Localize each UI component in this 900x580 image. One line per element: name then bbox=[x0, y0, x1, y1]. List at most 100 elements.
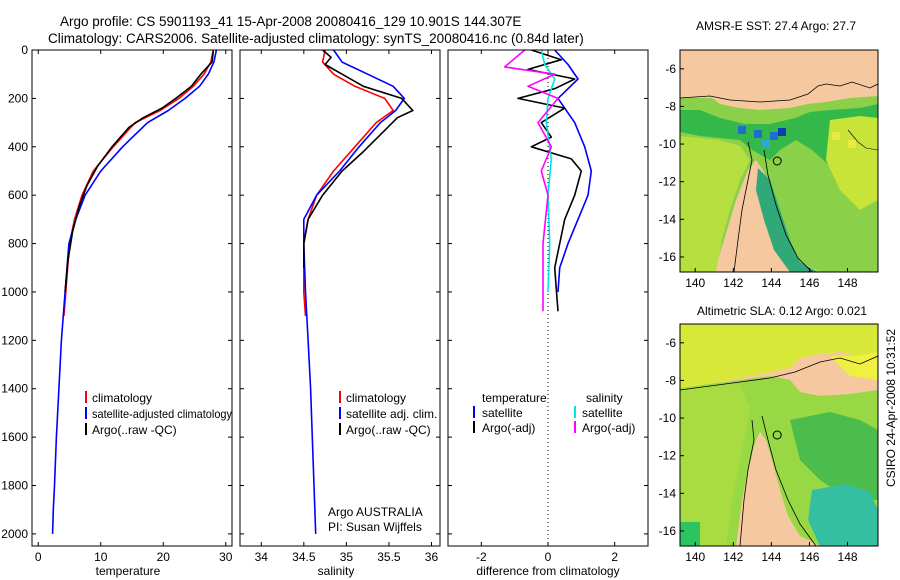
salinity-x-tick-label: 35.5 bbox=[377, 550, 401, 564]
sst-map-y-tick-label: -14 bbox=[659, 212, 677, 226]
sst-map-coastline-cape bbox=[733, 141, 753, 272]
salinity-panel: 34 34.5 35 35.5 36 salinity climatology sate… bbox=[239, 49, 441, 578]
sla-map-coastline-cape bbox=[739, 419, 755, 546]
difference-series-salinity-satellite bbox=[540, 50, 556, 293]
temperature-legend-climatology: climatology bbox=[92, 391, 152, 405]
salinity-legend-satellite: satellite adj. clim. bbox=[346, 407, 437, 421]
temperature-legend-satellite: satellite-adjusted climatology bbox=[92, 407, 232, 421]
sst-map-title: AMSR-E SST: 27.4 Argo: 27.7 bbox=[696, 19, 856, 33]
temperature-x-tick-label: 20 bbox=[157, 550, 171, 564]
sst-map-x-tick-label: 142 bbox=[723, 276, 743, 290]
difference-legend-temp-argo: Argo(-adj) bbox=[482, 421, 535, 435]
temperature-legend: climatology satellite-adjusted climatolo… bbox=[85, 391, 232, 437]
sla-map-x-tick-label: 140 bbox=[685, 550, 705, 564]
temperature-x-axis-label: temperature bbox=[96, 564, 161, 578]
sla-map-panel: Altimetric SLA: 0.12 Argo: 0.021 140 142 1… bbox=[659, 304, 879, 564]
header-line-1: Argo profile: CS 5901193_41 15-Apr-2008 … bbox=[60, 14, 521, 29]
difference-x-tick-label: 2 bbox=[611, 550, 618, 564]
temperature-series-climatology bbox=[63, 50, 215, 317]
sst-map-coastline-east bbox=[763, 149, 813, 272]
temperature-legend-argo: Argo(..raw -QC) bbox=[92, 423, 177, 437]
sla-map-y-tick-label: -8 bbox=[665, 373, 676, 387]
temperature-y-tick-label: 1400 bbox=[1, 382, 28, 396]
difference-legend-header-salinity: salinity bbox=[586, 391, 623, 405]
sla-map-title: Altimetric SLA: 0.12 Argo: 0.021 bbox=[697, 304, 867, 318]
sst-map-sea-field bbox=[680, 96, 878, 272]
sst-map-y-tick-label: -16 bbox=[659, 250, 677, 264]
difference-series-salinity-argo-adj bbox=[503, 50, 559, 312]
temperature-x-tick-label: 10 bbox=[94, 550, 108, 564]
difference-series-temperature-satellite bbox=[554, 50, 593, 293]
temperature-x-tick-label: 30 bbox=[219, 550, 233, 564]
temperature-y-tick-label: 1200 bbox=[1, 333, 28, 347]
difference-legend-header-temperature: temperature bbox=[482, 391, 547, 405]
difference-legend-sal-argo: Argo(-adj) bbox=[582, 421, 635, 435]
temperature-y-tick-label: 1600 bbox=[1, 430, 28, 444]
difference-x-axis-label: difference from climatology bbox=[476, 564, 619, 578]
temperature-y-tick-label: 2000 bbox=[1, 527, 28, 541]
salinity-axes-frame bbox=[239, 49, 441, 547]
temperature-y-tick-label: 400 bbox=[8, 140, 28, 154]
sst-map-profile-marker bbox=[772, 156, 782, 166]
sst-map-coastline-reef bbox=[847, 129, 878, 151]
sla-map-x-tick-label: 148 bbox=[838, 550, 858, 564]
salinity-x-tick-label: 34.5 bbox=[292, 550, 316, 564]
difference-legend: temperature salinity satellite Argo(-adj… bbox=[473, 391, 635, 435]
sla-map-y-tick-label: -16 bbox=[659, 524, 677, 538]
sla-map-sea-field bbox=[680, 324, 878, 546]
salinity-x-tick-label: 36 bbox=[425, 550, 439, 564]
sst-map-y-tick-label: -6 bbox=[665, 62, 676, 76]
difference-panel: -2 0 2 difference from climatology tempera… bbox=[447, 49, 649, 578]
sst-map-coastline-north bbox=[680, 81, 878, 103]
temperature-y-tick-label: 200 bbox=[8, 91, 28, 105]
sla-map-coastline-north bbox=[680, 355, 878, 391]
sst-map-y-tick-label: -10 bbox=[659, 137, 677, 151]
salinity-series-climatology bbox=[302, 50, 395, 317]
sst-map-x-tick-label: 140 bbox=[685, 276, 705, 290]
salinity-series-argo-raw-qc bbox=[302, 50, 414, 268]
side-timestamp-label: CSIRO 24-Apr-2008 10:31:52 bbox=[884, 329, 898, 487]
salinity-annotation-line-1: Argo AUSTRALIA bbox=[328, 505, 423, 519]
difference-legend-temp-satellite: satellite bbox=[482, 406, 523, 420]
sst-map-frame bbox=[679, 49, 879, 273]
temperature-series-satellite-adjusted-climatology bbox=[51, 50, 218, 534]
difference-x-tick-label: -2 bbox=[476, 550, 487, 564]
sla-map-y-tick-label: -6 bbox=[665, 336, 676, 350]
temperature-y-tick-label: 800 bbox=[8, 237, 28, 251]
sla-map-x-tick-label: 144 bbox=[761, 550, 781, 564]
salinity-x-axis-label: salinity bbox=[318, 564, 355, 578]
salinity-x-tick-label: 35 bbox=[340, 550, 354, 564]
temperature-y-tick-label: 1000 bbox=[1, 285, 28, 299]
salinity-legend-climatology: climatology bbox=[346, 391, 406, 405]
temperature-panel: 0 10 20 30 0 200 400 600 800 1000 1200 1400 1600 1800… bbox=[1, 43, 232, 578]
sla-map-coastline-east bbox=[761, 415, 817, 546]
sst-map-panel: AMSR-E SST: 27.4 Argo: 27.7 bbox=[659, 19, 879, 290]
sla-map-y-tick-label: -10 bbox=[659, 411, 677, 425]
temperature-series-argo-raw-qc bbox=[64, 51, 215, 293]
salinity-legend: climatology satellite adj. clim. Argo(..… bbox=[339, 391, 437, 437]
sst-map-y-tick-label: -12 bbox=[659, 175, 677, 189]
salinity-annotation-line-2: PI: Susan Wijffels bbox=[328, 520, 422, 534]
sst-map-x-tick-label: 148 bbox=[838, 276, 858, 290]
temperature-y-tick-label: 1800 bbox=[1, 479, 28, 493]
sst-map-y-tick-label: -8 bbox=[665, 99, 676, 113]
difference-x-tick-label: 0 bbox=[545, 550, 552, 564]
sla-map-x-tick-label: 142 bbox=[723, 550, 743, 564]
sla-map-x-tick-label: 146 bbox=[799, 550, 819, 564]
salinity-x-tick-label: 34 bbox=[255, 550, 269, 564]
sst-map-x-tick-label: 144 bbox=[761, 276, 781, 290]
salinity-legend-argo: Argo(..raw -QC) bbox=[346, 423, 431, 437]
temperature-x-tick-label: 0 bbox=[35, 550, 42, 564]
temperature-y-tick-label: 0 bbox=[21, 43, 28, 57]
temperature-axes-frame bbox=[31, 49, 233, 547]
sst-map-x-tick-label: 146 bbox=[799, 276, 819, 290]
header-line-2: Climatology: CARS2006. Satellite-adjuste… bbox=[48, 31, 584, 46]
sla-map-frame bbox=[679, 323, 879, 547]
temperature-y-tick-label: 600 bbox=[8, 188, 28, 202]
sla-map-profile-marker bbox=[772, 430, 782, 440]
salinity-series-satellite-adj-clim bbox=[302, 50, 406, 534]
sla-map-y-tick-label: -14 bbox=[659, 486, 677, 500]
difference-legend-sal-satellite: satellite bbox=[582, 406, 623, 420]
sla-map-y-tick-label: -12 bbox=[659, 449, 677, 463]
